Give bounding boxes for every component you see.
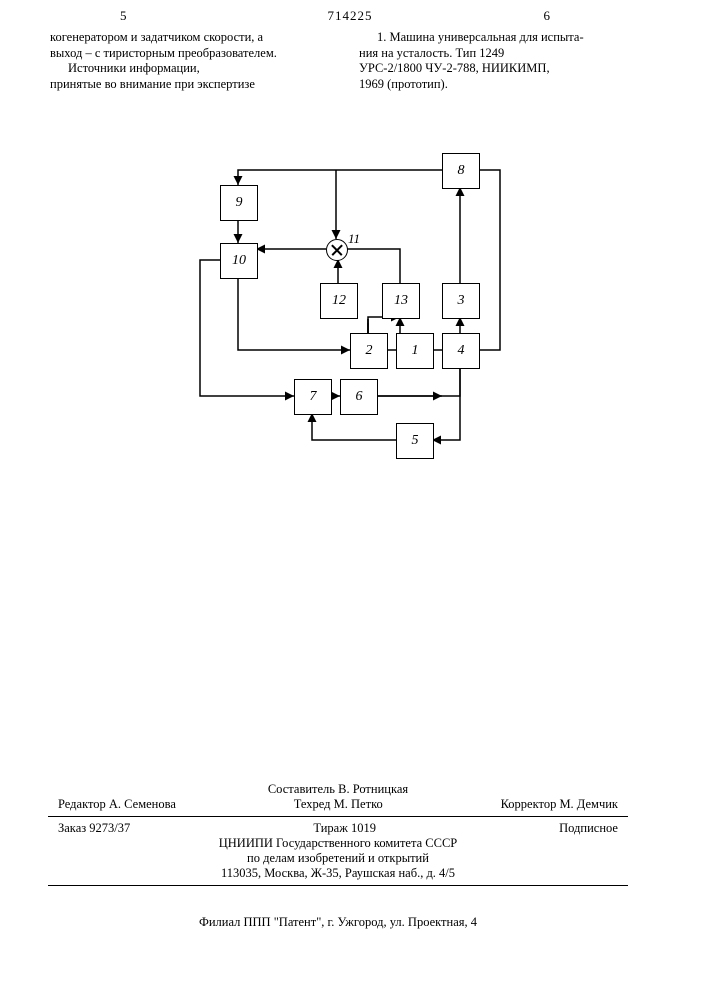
text-line: 1969 (прототип). [359, 77, 650, 93]
text-line: выход – с тиристорным преобразователем. [50, 46, 341, 62]
addr-line: 113035, Москва, Ж-35, Раушская наб., д. … [48, 866, 628, 881]
divider [48, 885, 628, 886]
branch-line: Филиал ППП "Патент", г. Ужгород, ул. Про… [48, 915, 628, 930]
block-8: 8 [442, 153, 480, 189]
corrector: Корректор М. Демчик [501, 797, 618, 812]
block-12: 12 [320, 283, 358, 319]
block-10: 10 [220, 243, 258, 279]
text-line: когенератором и задатчиком скорости, а [50, 30, 341, 46]
block-5: 5 [396, 423, 434, 459]
editor: Редактор А. Семенова [58, 797, 176, 812]
text-line: принятые во внимание при экспертизе [50, 77, 341, 93]
left-column: когенератором и задатчиком скорости, а в… [50, 30, 341, 93]
block-1: 1 [396, 333, 434, 369]
org-line-1: ЦНИИПИ Государственного комитета СССР [48, 836, 628, 851]
text-line: УРС-2/1800 ЧУ-2-788, НИИКИМП, [359, 61, 650, 77]
block-6: 6 [340, 379, 378, 415]
techred: Техред М. Петко [294, 797, 383, 812]
text-line: 1. Машина универсальная для испыта- [359, 30, 650, 46]
text-line: Источники информации, [50, 61, 341, 77]
col-num-right: 6 [544, 8, 551, 24]
block-7: 7 [294, 379, 332, 415]
block-2: 2 [350, 333, 388, 369]
compiler-line: Составитель В. Ротницкая [48, 782, 628, 797]
block-13: 13 [382, 283, 420, 319]
tirazh: Тираж 1019 [313, 821, 376, 836]
col-num-left: 5 [120, 8, 127, 24]
header-row: 5 714225 6 [50, 0, 650, 24]
branch-block: Филиал ППП "Патент", г. Ужгород, ул. Про… [48, 915, 628, 930]
body-text: когенератором и задатчиком скорости, а в… [50, 30, 650, 93]
comparator-node [326, 239, 348, 261]
footer-block: Составитель В. Ротницкая Редактор А. Сем… [48, 782, 628, 890]
block-4: 4 [442, 333, 480, 369]
divider [48, 816, 628, 817]
right-column: 1. Машина универсальная для испыта- ния … [359, 30, 650, 93]
patent-number: 714225 [328, 8, 373, 24]
org-line-2: по делам изобретений и открытий [48, 851, 628, 866]
node-label-11: 11 [348, 231, 360, 247]
print-row: Заказ 9273/37 Тираж 1019 Подписное [48, 821, 628, 836]
credits-row: Редактор А. Семенова Техред М. Петко Кор… [48, 797, 628, 812]
text-line: ния на усталость. Тип 1249 [359, 46, 650, 62]
block-3: 3 [442, 283, 480, 319]
block-diagram: 12 3 4 567 8 9 10 12 13 11 [140, 123, 560, 483]
subscription: Подписное [559, 821, 618, 836]
block-9: 9 [220, 185, 258, 221]
order: Заказ 9273/37 [58, 821, 130, 836]
